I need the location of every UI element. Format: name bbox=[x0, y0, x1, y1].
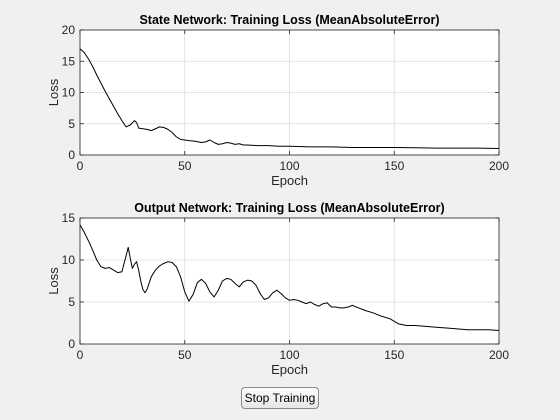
x-tick-label: 0 bbox=[77, 159, 84, 173]
x-tick-label: 100 bbox=[279, 348, 299, 362]
x-tick-label: 150 bbox=[384, 159, 404, 173]
y-tick-label: 10 bbox=[62, 86, 76, 100]
x-tick-label: 0 bbox=[77, 348, 84, 362]
y-axis-label: Loss bbox=[46, 78, 61, 106]
series-line-0 bbox=[79, 224, 500, 332]
y-axis-label: Loss bbox=[46, 267, 61, 295]
y-tick-label: 0 bbox=[68, 148, 75, 162]
x-tick-label: 100 bbox=[279, 159, 299, 173]
x-tick-label: 50 bbox=[178, 348, 192, 362]
x-axis-label: Epoch bbox=[271, 173, 308, 188]
axes-state-network: 0 50 100 150 200 0 5 10 15 20 State Network: Train… bbox=[46, 13, 509, 188]
x-tick-label: 50 bbox=[178, 159, 192, 173]
y-tick-label: 10 bbox=[62, 253, 76, 267]
axes-output-network: 0 50 100 150 200 0 5 10 15 Output Network: Traini… bbox=[46, 201, 509, 377]
x-tick-label: 150 bbox=[384, 348, 404, 362]
x-axis-label: Epoch bbox=[271, 362, 308, 377]
chart-title: State Network: Training Loss (MeanAbsolu… bbox=[139, 13, 439, 27]
chart-title: Output Network: Training Loss (MeanAbsol… bbox=[134, 201, 444, 215]
y-tick-label: 0 bbox=[68, 337, 75, 351]
y-tick-label: 5 bbox=[68, 295, 75, 309]
series-line-0 bbox=[79, 48, 500, 149]
y-tick-label: 15 bbox=[62, 54, 76, 68]
y-tick-label: 5 bbox=[68, 117, 75, 131]
y-tick-label: 20 bbox=[62, 23, 76, 37]
x-tick-label: 200 bbox=[489, 159, 509, 173]
y-tick-label: 15 bbox=[62, 211, 76, 225]
stop-training-button[interactable]: Stop Training bbox=[241, 387, 319, 409]
x-tick-label: 200 bbox=[489, 348, 509, 362]
